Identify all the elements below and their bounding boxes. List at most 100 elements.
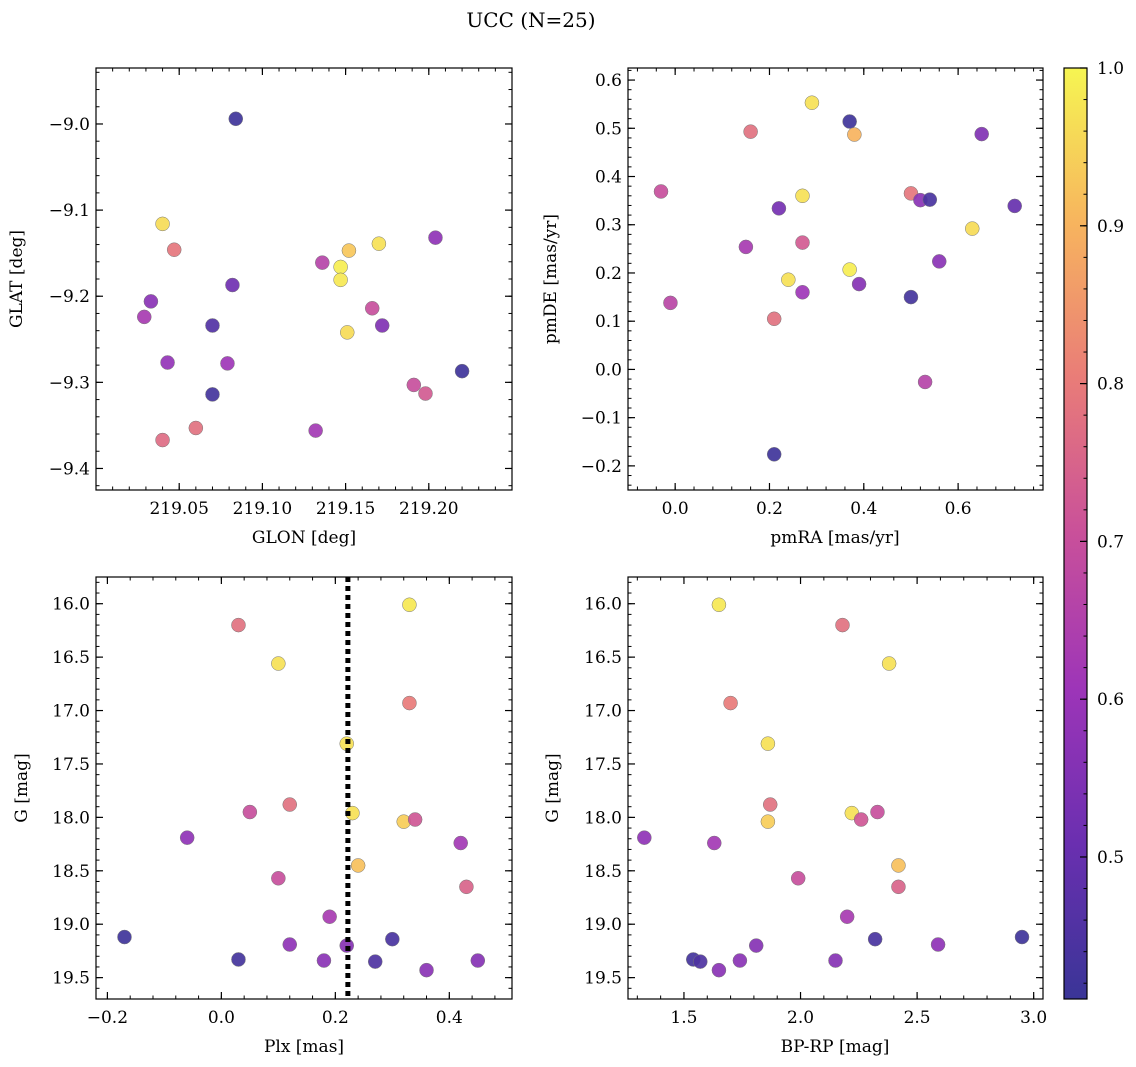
y-tick-label: −9.4	[49, 459, 90, 479]
x-tick-label: 219.15	[316, 499, 375, 519]
data-point	[225, 277, 240, 293]
data-point	[402, 695, 417, 711]
data-point	[333, 272, 348, 288]
data-point	[732, 953, 748, 968]
data-point	[340, 325, 355, 340]
y-tick-label: 16.5	[52, 648, 90, 668]
y-tick-label: −9.1	[49, 201, 90, 221]
data-point	[406, 377, 422, 393]
y-tick-label: 16.0	[584, 595, 622, 615]
data-point	[188, 420, 204, 436]
data-point	[891, 879, 906, 895]
x-tick-label: −0.2	[87, 1008, 128, 1028]
y-tick-label: 19.5	[584, 969, 622, 989]
data-point	[371, 236, 387, 251]
x-tick-label: 0.0	[662, 499, 689, 519]
y-tick-label: −0.1	[581, 409, 622, 429]
data-point	[271, 871, 286, 886]
data-point	[842, 114, 857, 129]
data-point	[870, 804, 885, 820]
colorbar-tick-label: 0.7	[1097, 532, 1124, 552]
y-tick-label: 0.6	[595, 71, 622, 91]
data-point	[220, 356, 235, 371]
data-point	[867, 931, 883, 947]
data-point	[137, 309, 152, 325]
x-tick-label: 3.0	[1020, 1008, 1047, 1028]
data-point	[315, 255, 330, 270]
colorbar-tick-label: 1.0	[1097, 59, 1124, 79]
data-point	[766, 447, 782, 462]
data-point	[205, 387, 220, 402]
y-tick-label: 16.0	[52, 595, 90, 615]
x-tick-label: 2.5	[904, 1008, 931, 1028]
colorbar-tick-label: 0.8	[1097, 375, 1124, 395]
data-point	[965, 221, 980, 236]
colorbar-tick-label: 0.9	[1097, 217, 1124, 237]
data-point	[974, 126, 989, 142]
data-point	[881, 656, 897, 671]
x-tick-label: 0.2	[322, 1008, 349, 1028]
y-tick-label: 0.1	[595, 312, 622, 332]
data-point	[341, 243, 357, 258]
x-tick-label: 0.4	[436, 1008, 463, 1028]
data-point	[711, 597, 727, 613]
data-point	[922, 192, 938, 207]
data-point	[903, 289, 919, 305]
data-point	[374, 318, 390, 333]
data-point	[322, 909, 337, 924]
colorbar-tick-label: 0.5	[1097, 848, 1124, 868]
data-point	[795, 188, 810, 204]
data-point	[711, 962, 727, 978]
data-point	[350, 858, 366, 873]
x-tick-label: 0.4	[850, 499, 877, 519]
y-tick-label: 19.0	[52, 915, 90, 935]
data-point	[367, 954, 383, 969]
data-point	[454, 363, 470, 379]
y-tick-label: −9.2	[49, 287, 90, 307]
data-point	[693, 954, 708, 969]
y-axis-label: GLAT [deg]	[7, 230, 27, 328]
y-axis-label: G [mag]	[543, 753, 563, 822]
y-tick-label: −9.0	[49, 115, 90, 135]
data-point	[205, 318, 220, 333]
panel-pmra-pmde: 0.0 0.2 0.4 0.6 −0.2 −0.1 0.0 0.1 0.2 0.3 0.4 0.5 0.…	[541, 67, 1044, 548]
data-point	[407, 812, 423, 827]
data-point	[847, 127, 862, 142]
data-point	[930, 937, 946, 952]
data-point	[663, 295, 678, 311]
x-tick-label: 0.6	[945, 499, 972, 519]
y-tick-label: 19.5	[52, 969, 90, 989]
y-tick-label: 19.0	[584, 915, 622, 935]
data-point	[723, 695, 738, 711]
data-point	[760, 736, 776, 751]
y-tick-label: 0.5	[595, 119, 622, 139]
colorbar-gradient	[1063, 67, 1088, 1000]
data-point	[453, 835, 468, 851]
y-tick-label: 16.5	[584, 648, 622, 668]
data-point	[707, 835, 722, 851]
figure-title: UCC (N=25)	[466, 8, 595, 32]
data-point	[333, 259, 348, 275]
y-tick-label: 17.5	[52, 755, 90, 775]
panel-bprp-g: 1.5 2.0 2.5 3.0 16.0 16.5 17.0 17.5 18.0 18.5 19.0…	[543, 576, 1047, 1057]
data-point	[842, 262, 857, 277]
y-tick-label: 0.2	[595, 264, 622, 284]
data-point	[891, 858, 906, 873]
y-tick-label: 18.5	[52, 862, 90, 882]
y-tick-label: −9.3	[49, 373, 90, 393]
data-point	[428, 230, 443, 245]
data-point	[738, 239, 754, 255]
x-tick-label: 0.2	[756, 499, 783, 519]
data-point	[402, 597, 417, 613]
data-point	[231, 617, 246, 633]
data-point	[459, 879, 474, 895]
y-tick-label: 17.5	[584, 755, 622, 775]
y-tick-label: 0.4	[595, 168, 622, 188]
x-axis-label: GLON [deg]	[252, 528, 356, 548]
data-point	[282, 937, 298, 952]
data-point	[143, 294, 159, 309]
axes-frame	[627, 67, 1044, 491]
y-tick-label: 18.5	[584, 862, 622, 882]
x-axis-label: pmRA [mas/yr]	[770, 528, 899, 548]
data-point	[835, 617, 850, 633]
